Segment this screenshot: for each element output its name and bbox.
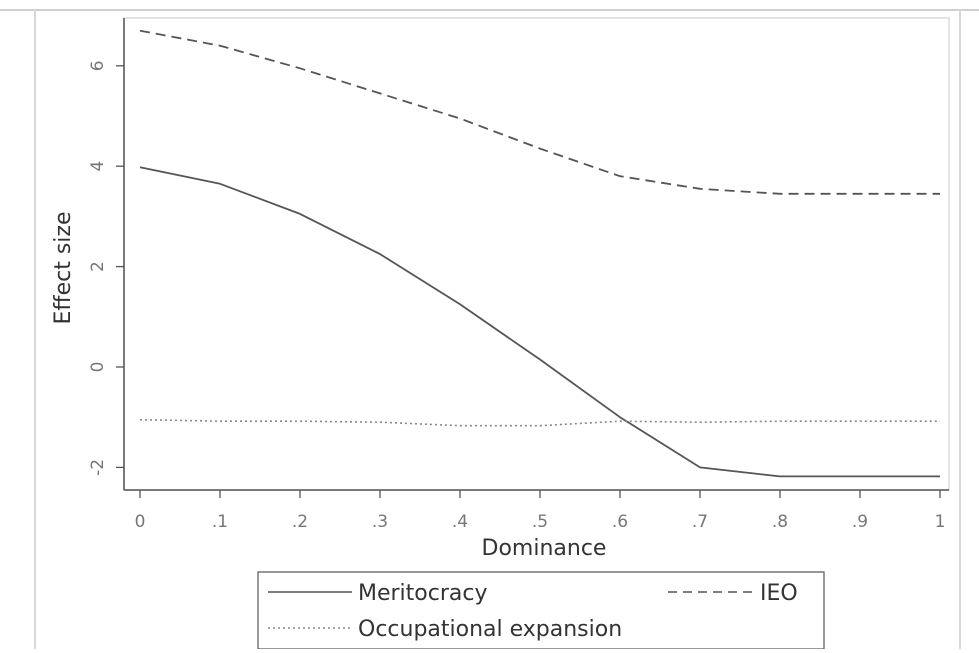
plot-region xyxy=(124,18,949,490)
x-tick-label: 1 xyxy=(935,512,946,532)
x-tick-label: .4 xyxy=(452,512,468,532)
x-tick-label: .7 xyxy=(692,512,708,532)
y-tick-label: 0 xyxy=(88,362,108,373)
y-axis-title: Effect size xyxy=(51,212,76,325)
x-tick-label: .1 xyxy=(212,512,228,532)
legend-label-ieo: IEO xyxy=(760,581,798,606)
y-tick-label: 4 xyxy=(88,161,108,172)
y-tick-label: 2 xyxy=(88,261,108,272)
x-tick-label: .6 xyxy=(612,512,628,532)
legend: Meritocracy IEO Occupational expansion xyxy=(258,572,824,649)
series-line-occupational-expansion xyxy=(140,420,940,426)
x-tick-label: .5 xyxy=(532,512,548,532)
y-tick-label: -2 xyxy=(88,459,108,476)
series-line-meritocracy xyxy=(140,167,940,476)
legend-label-meritocracy: Meritocracy xyxy=(358,581,488,606)
series-lines xyxy=(140,31,940,477)
x-tick-label: .8 xyxy=(772,512,788,532)
x-tick-label: .3 xyxy=(372,512,388,532)
x-tick-label: 0 xyxy=(135,512,146,532)
y-ticks: -2 0 2 4 6 xyxy=(88,60,124,475)
legend-label-occupational-expansion: Occupational expansion xyxy=(358,617,622,642)
series-line-ieo xyxy=(140,31,940,194)
x-axis-title: Dominance xyxy=(482,536,607,561)
x-tick-label: .9 xyxy=(852,512,868,532)
x-ticks: 0 .1 .2 .3 .4 .5 .6 .7 .8 .9 1 xyxy=(135,490,946,532)
y-tick-label: 6 xyxy=(88,60,108,71)
x-tick-label: .2 xyxy=(292,512,308,532)
